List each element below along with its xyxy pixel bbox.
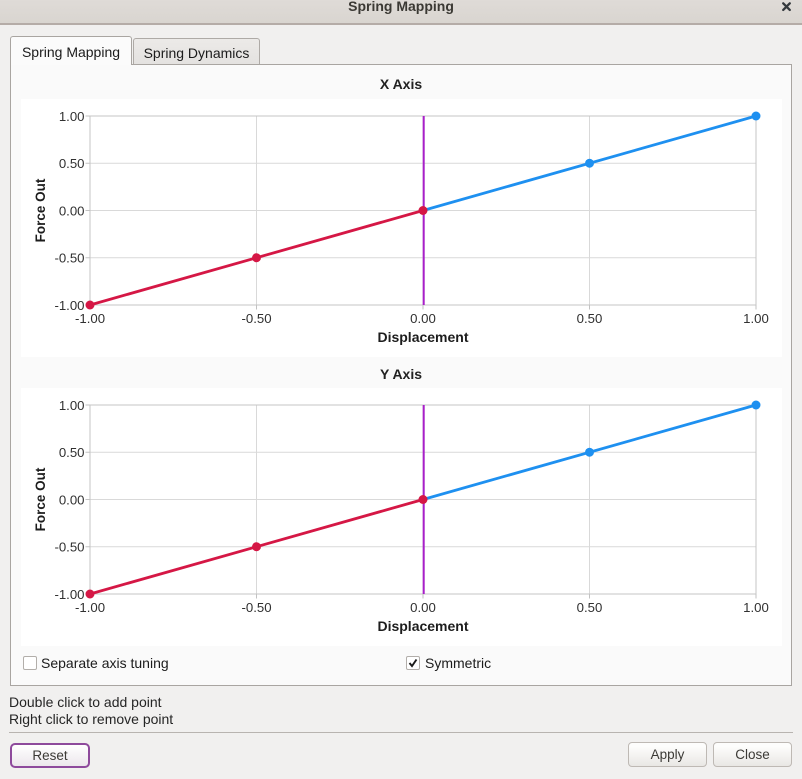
svg-text:-0.50: -0.50 — [241, 311, 271, 326]
svg-text:0.00: 0.00 — [410, 311, 436, 326]
svg-text:Force Out: Force Out — [33, 178, 48, 242]
svg-text:-0.50: -0.50 — [241, 600, 271, 615]
svg-text:0.50: 0.50 — [59, 445, 85, 460]
svg-text:Displacement: Displacement — [377, 618, 468, 634]
svg-text:-1.00: -1.00 — [75, 311, 105, 326]
svg-text:-0.50: -0.50 — [54, 251, 84, 266]
svg-text:1.00: 1.00 — [59, 398, 85, 413]
svg-text:0.50: 0.50 — [577, 311, 603, 326]
svg-text:Displacement: Displacement — [377, 329, 468, 345]
svg-text:-0.50: -0.50 — [54, 540, 84, 555]
svg-text:0.00: 0.00 — [59, 203, 85, 218]
svg-text:1.00: 1.00 — [59, 109, 85, 124]
svg-text:1.00: 1.00 — [743, 600, 769, 615]
svg-text:0.50: 0.50 — [577, 600, 603, 615]
svg-text:0.50: 0.50 — [59, 156, 85, 171]
svg-text:Force Out: Force Out — [33, 467, 48, 531]
svg-text:-1.00: -1.00 — [54, 587, 84, 602]
svg-text:-1.00: -1.00 — [75, 600, 105, 615]
svg-text:0.00: 0.00 — [410, 600, 436, 615]
svg-text:-1.00: -1.00 — [54, 298, 84, 313]
svg-text:1.00: 1.00 — [743, 311, 769, 326]
svg-text:0.00: 0.00 — [59, 492, 85, 507]
